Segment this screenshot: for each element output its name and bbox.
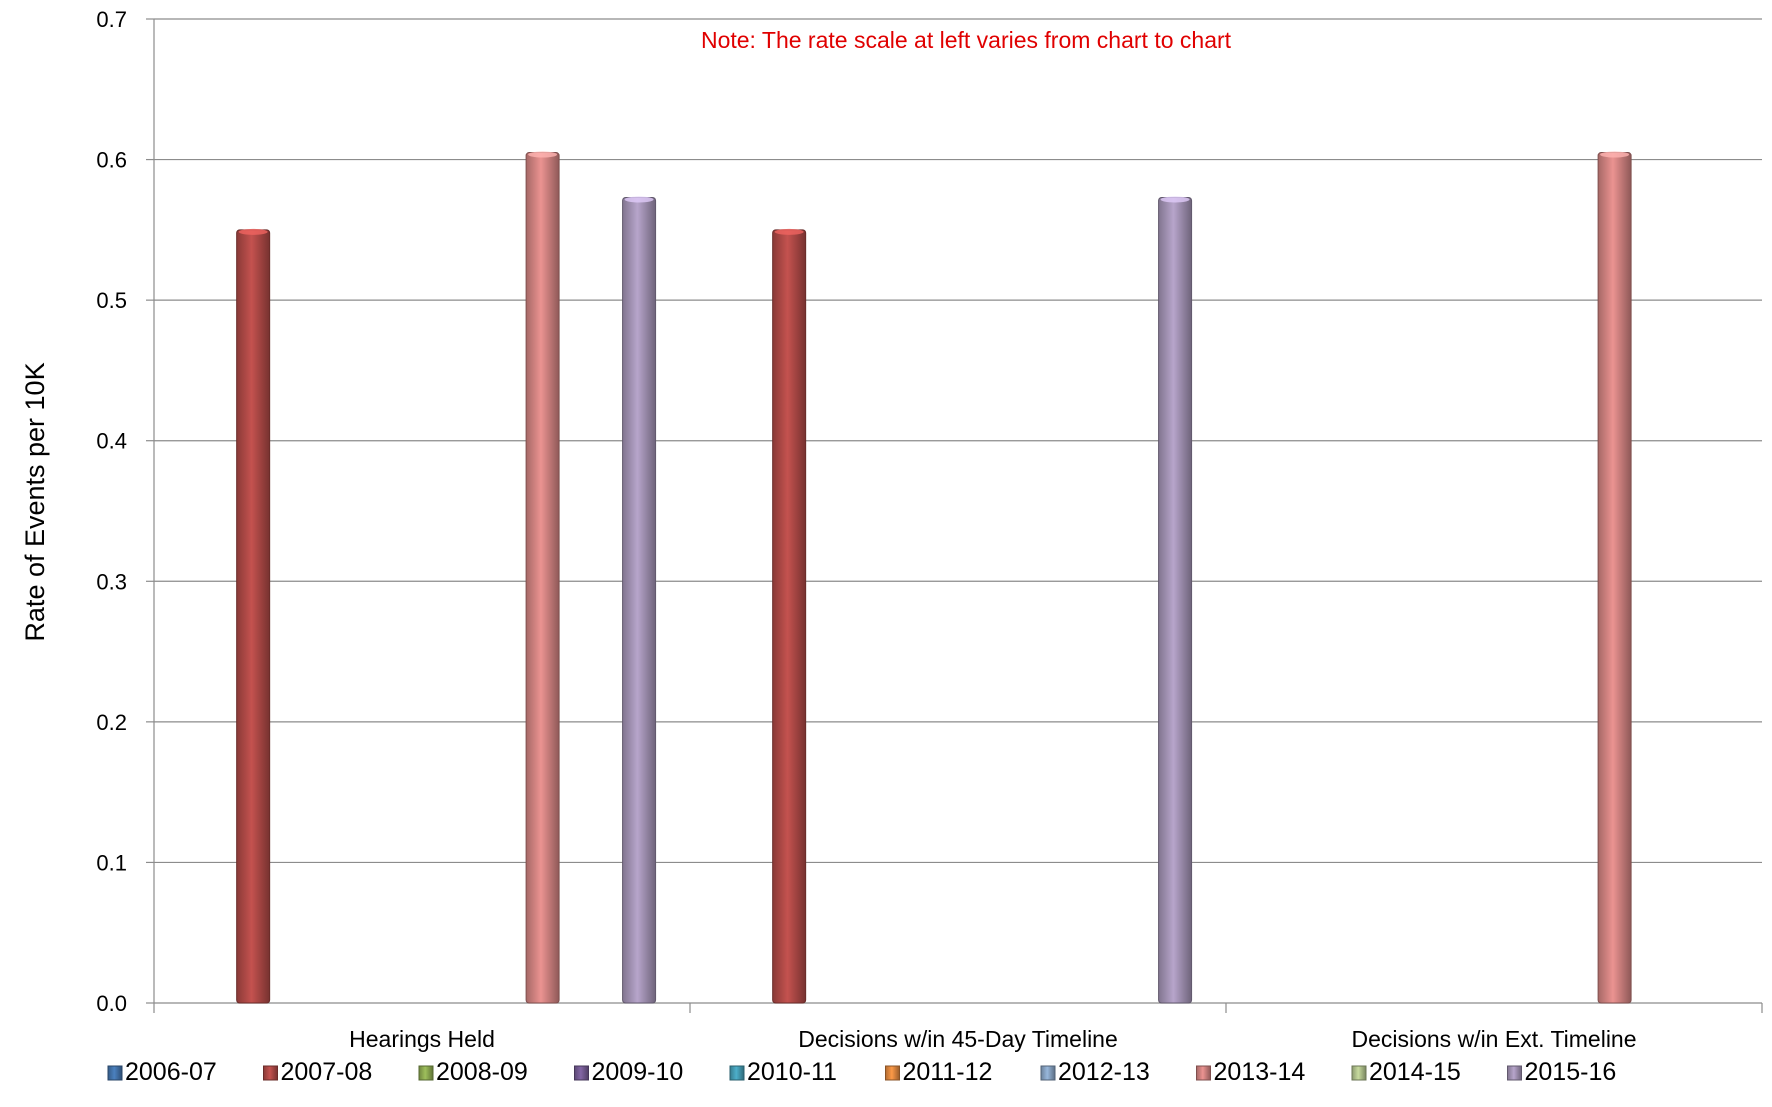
legend-swatch [1351,1065,1367,1081]
bar-2015-16 [1158,197,1193,1004]
legend-swatch [729,1065,745,1081]
legend-label: 2013-14 [1214,1058,1306,1086]
legend-label: 2011-12 [903,1058,993,1086]
x-category-label: Hearings Held [349,1026,495,1052]
x-category-label: Decisions w/in 45-Day Timeline [798,1026,1118,1052]
y-axis-title: Rate of Events per 10K [20,362,50,641]
legend-label: 2012-13 [1058,1058,1150,1086]
legend-swatch [107,1065,123,1081]
bar-cap [238,228,268,235]
legend-label: 2006-07 [125,1058,217,1086]
legend: 2006-07 2007-08 2008-09 2009-10 2010-11 2011-… [107,1058,1617,1086]
labels: 0.0 0.1 0.2 0.3 0.4 0.5 0.6 0.7 Hearings Held Dec… [96,7,1636,1052]
bar-cap [774,228,804,235]
y-tick-label: 0.3 [96,569,127,594]
y-tick-label: 0.5 [96,288,127,313]
bars [236,151,1632,1004]
x-category-label: Decisions w/in Ext. Timeline [1351,1026,1636,1052]
bar-2007-08 [772,229,807,1004]
bar-2015-16 [622,197,657,1004]
bar-2013-14 [1597,152,1632,1004]
legend-label: 2014-15 [1369,1058,1461,1086]
legend-swatch [574,1065,589,1081]
legend-label: 2010-11 [747,1058,837,1086]
legend-swatch [1040,1065,1056,1081]
y-tick-label: 0.0 [96,991,127,1016]
chart-note: Note: The rate scale at left varies from… [701,27,1232,53]
legend-label: 2009-10 [592,1058,684,1086]
bar-cap [1600,151,1630,158]
legend-swatch [418,1065,434,1081]
y-tick-label: 0.2 [96,710,127,735]
y-tick-label: 0.6 [96,148,127,173]
bar-cap [1160,196,1190,203]
legend-label: 2015-16 [1525,1058,1617,1086]
gridlines [154,18,1762,864]
y-tick-label: 0.4 [96,429,127,454]
legend-swatch [1196,1065,1211,1081]
bar-2007-08 [236,229,271,1004]
bar-cap [528,151,558,158]
y-tick-label: 0.7 [96,7,127,32]
legend-label: 2008-09 [436,1058,528,1086]
bar-2013-14 [525,152,560,1004]
legend-swatch [263,1065,278,1081]
legend-swatch [1507,1065,1522,1081]
legend-swatch [885,1065,900,1081]
axes [146,18,1763,1013]
bar-cap [624,196,654,203]
legend-label: 2007-08 [281,1058,373,1086]
y-tick-label: 0.1 [96,850,127,875]
